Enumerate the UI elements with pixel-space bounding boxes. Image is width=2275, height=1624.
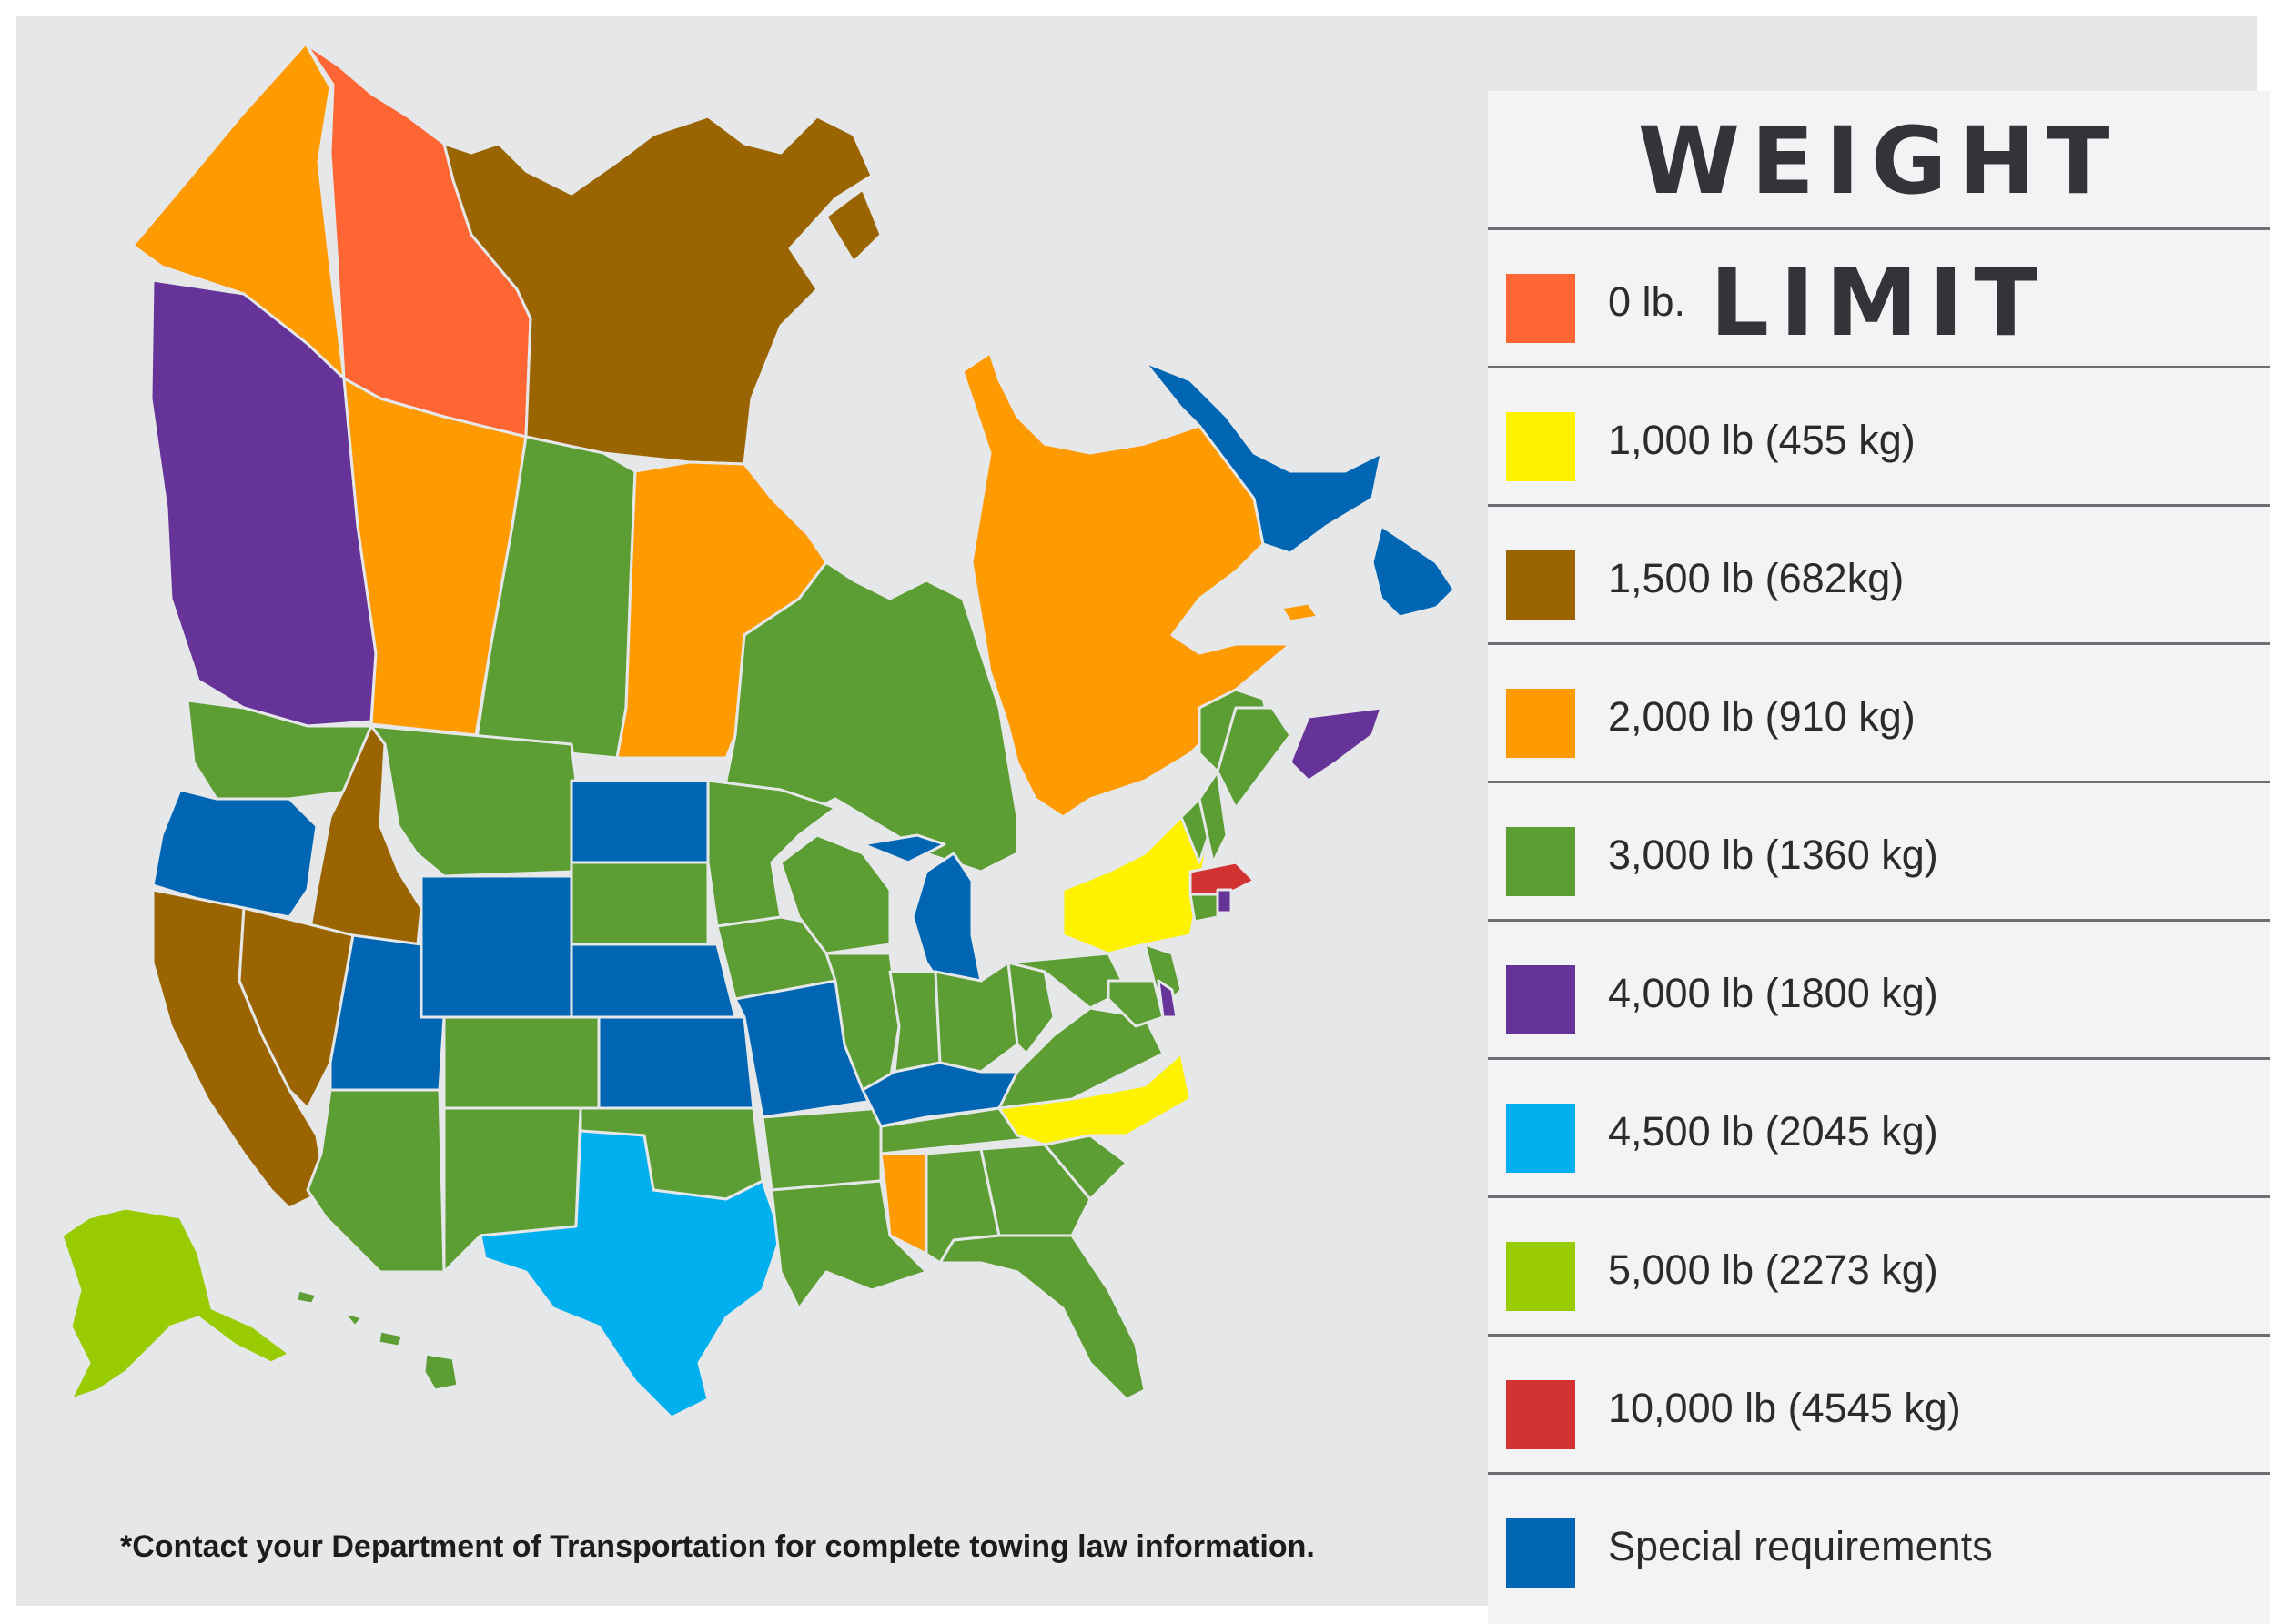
legend-swatch: [1506, 1380, 1575, 1449]
region-arkansas: [761, 1106, 883, 1192]
region-maine: [1216, 706, 1292, 810]
region-texas: [479, 1129, 783, 1419]
legend-title: WEIGHT LIMIT: [1637, 107, 2121, 358]
region-labrador: [1143, 360, 1383, 555]
legend-swatch: [1506, 965, 1575, 1034]
region-nevada: [238, 906, 355, 1110]
page-frame: WEIGHT LIMIT 0 lb. 1,000 lb (455 kg) 1,500…: [16, 16, 2270, 1624]
legend-item: 4,500 lb (2045 kg): [1488, 1057, 2270, 1198]
legend-swatch: [1506, 274, 1575, 343]
legend-swatch: [1506, 827, 1575, 896]
north-america-map: [60, 42, 1456, 1419]
region-oregon: [151, 788, 318, 919]
region-mississippi: [879, 1152, 928, 1256]
legend-swatch: [1506, 1518, 1575, 1588]
legend-label: 0 lb.: [1608, 278, 1686, 325]
legend-label: Special requirements: [1608, 1523, 1993, 1569]
region-nunavut: [442, 115, 883, 466]
legend-label: 1,500 lb (682kg): [1608, 555, 1905, 601]
region-minnesota: [706, 779, 837, 928]
region-prince-edward-island: [1279, 601, 1320, 623]
region-arizona: [306, 1088, 446, 1274]
legend-item: 5,000 lb (2273 kg): [1488, 1195, 2270, 1337]
region-louisiana: [770, 1179, 928, 1310]
region-indiana: [888, 970, 942, 1074]
region-colorado: [442, 1015, 601, 1110]
legend-item: 10,000 lb (4545 kg): [1488, 1334, 2270, 1475]
region-massachusetts: [1188, 861, 1256, 896]
legend-label: 4,000 lb (1800 kg): [1608, 970, 1938, 1016]
legend-item: Special requirements: [1488, 1472, 2270, 1613]
region-ohio: [934, 961, 1019, 1074]
region-hawaii: [295, 1288, 460, 1392]
region-wisconsin: [779, 833, 892, 955]
region-nebraska: [570, 943, 737, 1019]
region-new-hampshire: [1198, 770, 1228, 864]
legend-swatch: [1506, 1242, 1575, 1311]
region-maryland: [1107, 979, 1165, 1028]
region-montana: [369, 724, 582, 878]
legend-label: 2,000 lb (910 kg): [1608, 693, 1916, 740]
region-quebec: [961, 351, 1292, 819]
legend-swatch: [1506, 689, 1575, 758]
region-virginia: [997, 1006, 1165, 1110]
region-utah: [329, 933, 446, 1092]
legend-swatch: [1506, 412, 1575, 481]
legend-label: 3,000 lb (1360 kg): [1608, 832, 1938, 878]
legend-item: 0 lb.: [1488, 227, 2270, 368]
legend-item: 1,500 lb (682kg): [1488, 504, 2270, 645]
legend-swatch: [1506, 1104, 1575, 1173]
region-north-dakota: [570, 779, 710, 864]
region-newfoundland: [1370, 524, 1456, 619]
legend-label: 4,500 lb (2045 kg): [1608, 1108, 1938, 1155]
legend-item: 3,000 lb (1360 kg): [1488, 781, 2270, 922]
legend-item: 4,000 lb (1800 kg): [1488, 919, 2270, 1060]
region-new-york: [1061, 815, 1210, 955]
region-rhode-island: [1216, 888, 1233, 914]
region-alaska: [60, 1206, 291, 1401]
legend-swatch: [1506, 550, 1575, 620]
region-kansas: [597, 1015, 755, 1110]
legend-item: 1,000 lb (455 kg): [1488, 366, 2270, 507]
legend-label: 10,000 lb (4545 kg): [1608, 1385, 1961, 1431]
region-florida: [938, 1234, 1147, 1401]
region-delaware: [1157, 979, 1178, 1019]
region-north-carolina: [997, 1052, 1192, 1146]
region-connecticut: [1188, 893, 1219, 923]
legend-panel: WEIGHT LIMIT 0 lb. 1,000 lb (455 kg) 1,500…: [1488, 91, 2270, 1624]
footnote: *Contact your Department of Transportati…: [120, 1529, 1315, 1564]
legend-item: 2,000 lb (910 kg): [1488, 642, 2270, 783]
region-yukon: [131, 42, 346, 380]
region-south-dakota: [570, 861, 710, 946]
legend-label: 5,000 lb (2273 kg): [1608, 1246, 1938, 1293]
region-wyoming: [420, 874, 573, 1019]
legend-label: 1,000 lb (455 kg): [1608, 417, 1916, 463]
region-british-columbia: [149, 278, 378, 728]
region-nova-scotia: [1289, 706, 1383, 782]
